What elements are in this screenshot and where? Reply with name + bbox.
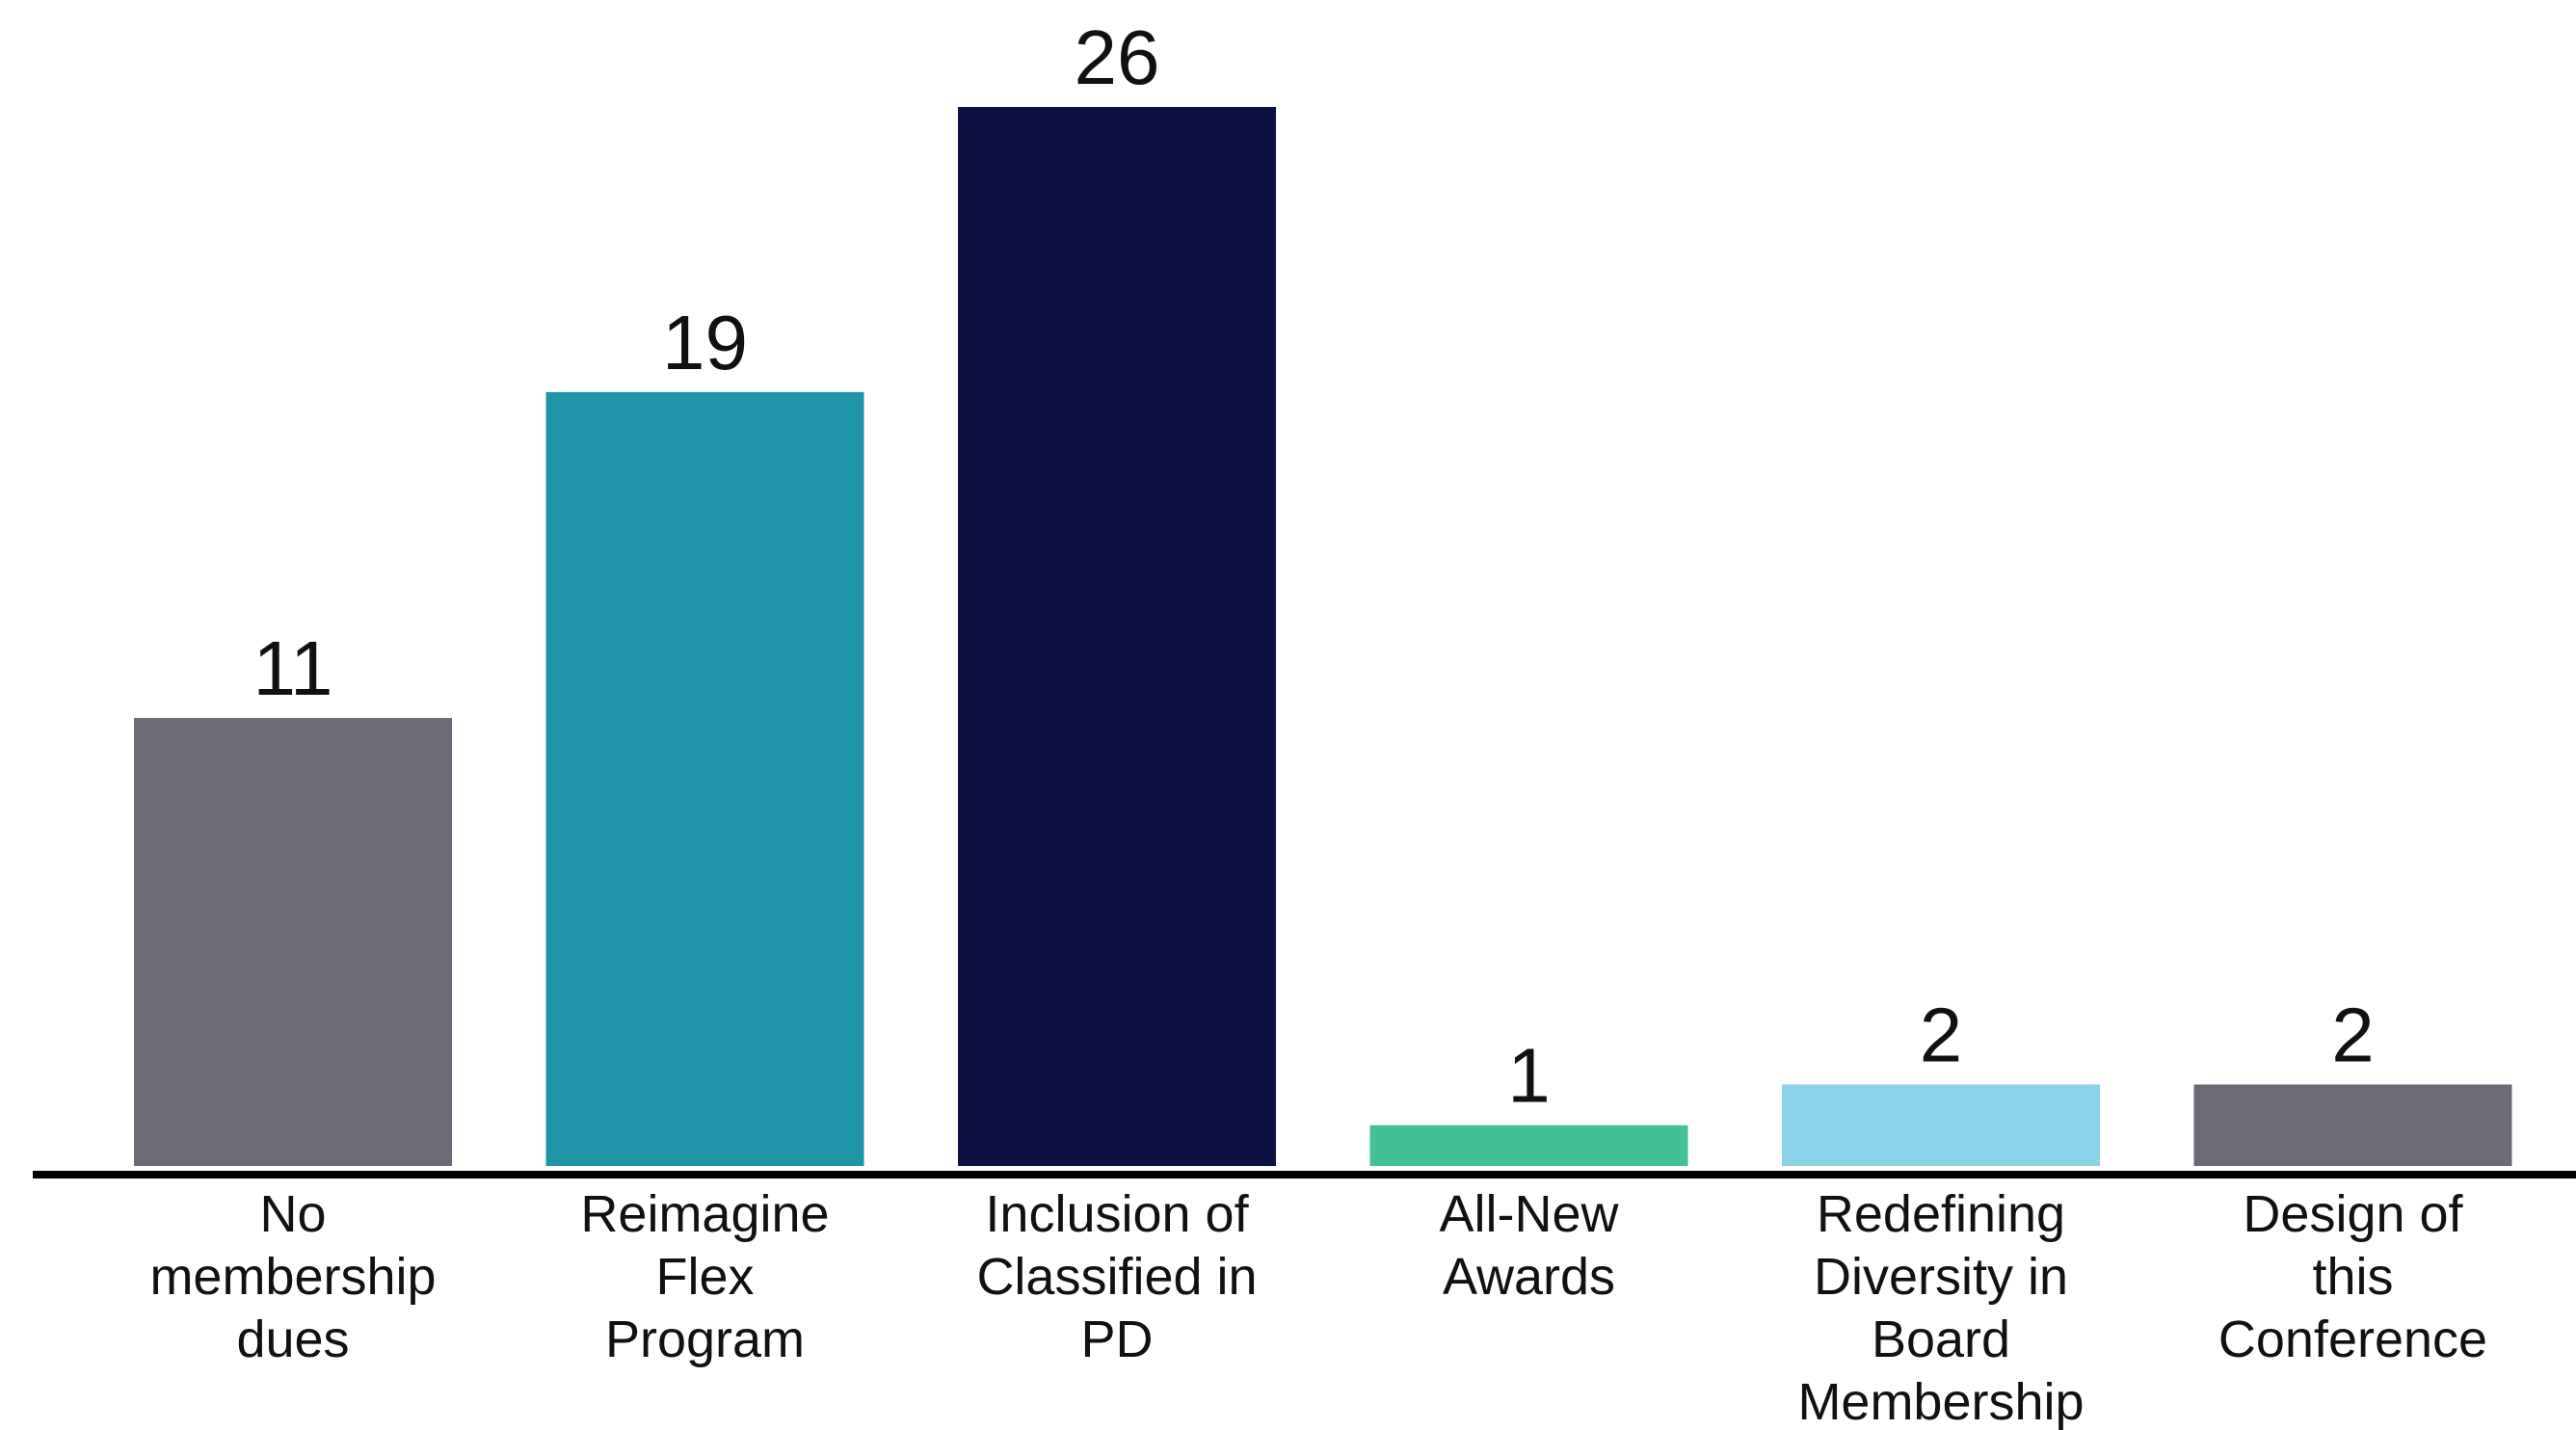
category-label-2-line-2: PD (1080, 1311, 1153, 1368)
category-label-3-line-0: All-New (1439, 1185, 1619, 1243)
category-label-5-line-1: this (2312, 1248, 2393, 1306)
category-label-1-line-2: Program (605, 1311, 805, 1368)
data-label-3: 1 (1507, 1033, 1551, 1119)
category-label-5: Design of this Conference (2218, 1185, 2487, 1368)
value-labels-layer: 11 19 26 1 2 2 (252, 14, 2374, 1119)
bar-3 (1369, 1125, 1688, 1166)
category-label-2: Inclusion of Classified in PD (976, 1185, 1257, 1368)
category-label-4-line-2: Board (1872, 1311, 2010, 1368)
data-label-4: 2 (1920, 992, 1963, 1077)
data-label-2: 26 (1075, 14, 1160, 100)
category-label-5-line-2: Conference (2218, 1311, 2487, 1368)
category-label-5-line-0: Design of (2243, 1185, 2463, 1243)
data-label-0: 11 (252, 625, 332, 711)
category-label-3: All-New Awards (1439, 1185, 1619, 1306)
category-label-0-line-0: No (259, 1185, 326, 1243)
data-label-5: 2 (2331, 992, 2375, 1077)
bar-5 (2193, 1084, 2512, 1166)
category-label-4-line-3: Membership (1797, 1373, 2084, 1430)
category-label-0-line-2: dues (236, 1311, 349, 1368)
bar-4 (1782, 1084, 2100, 1166)
data-label-1: 19 (662, 300, 748, 385)
category-label-1-line-1: Flex (655, 1248, 754, 1306)
category-label-1: Reimagine Flex Program (580, 1185, 829, 1368)
category-label-4: Redefining Diversity in Board Membership (1797, 1185, 2084, 1430)
category-label-4-line-1: Diversity in (1814, 1248, 2068, 1306)
category-label-0-line-1: membership (149, 1248, 436, 1306)
category-label-4-line-0: Redefining (1817, 1185, 2065, 1243)
bars-layer (134, 107, 2512, 1166)
bar-2 (958, 107, 1276, 1166)
category-label-1-line-0: Reimagine (580, 1185, 829, 1243)
category-label-0: No membership dues (149, 1185, 436, 1368)
category-label-2-line-1: Classified in (976, 1248, 1257, 1306)
category-label-3-line-1: Awards (1443, 1248, 1615, 1306)
category-labels-layer: No membership dues Reimagine Flex Program Incl… (149, 1185, 2487, 1430)
bar-1 (545, 391, 864, 1166)
bar-0 (134, 718, 452, 1166)
category-label-2-line-0: Inclusion of (985, 1185, 1249, 1243)
